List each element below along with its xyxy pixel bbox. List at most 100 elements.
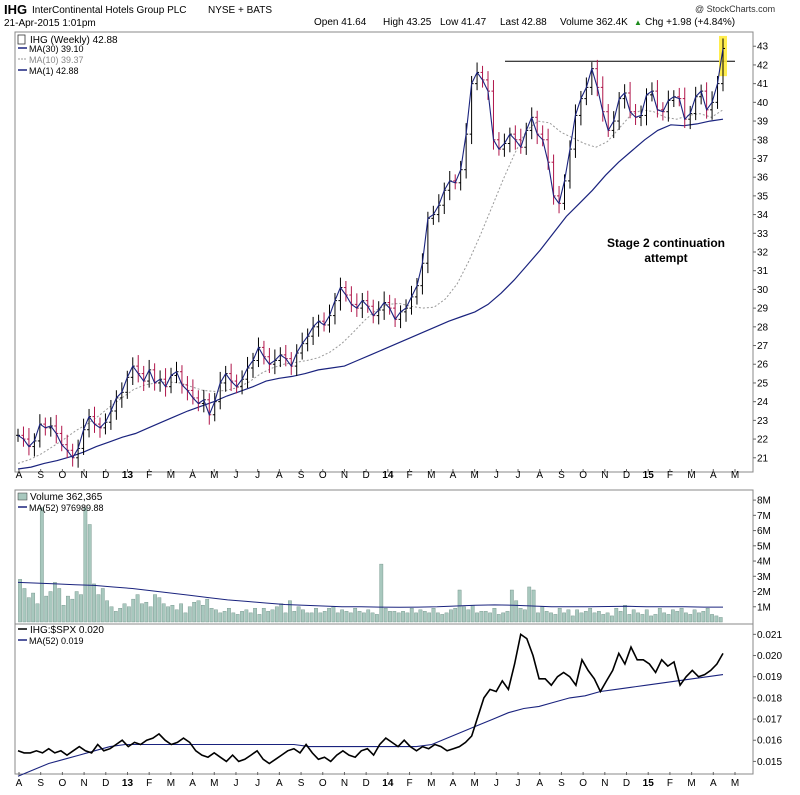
ma30-line (17, 118, 724, 470)
volume-bar (309, 612, 314, 623)
volume-bar (322, 611, 327, 623)
volume-bar (335, 612, 340, 623)
volume-bar (92, 583, 96, 623)
volume-bar (348, 612, 353, 623)
ratio-panel (14, 623, 754, 775)
volume-bar (148, 606, 153, 623)
price-month-label: O (319, 470, 327, 481)
volume-bar (122, 603, 127, 623)
price-month-label: 15 (643, 470, 655, 481)
price-month-label: A (276, 470, 283, 481)
price-tick-label: 31 (757, 266, 769, 277)
volume-bar (431, 608, 436, 623)
ratio-month-label: A (16, 778, 23, 789)
volume-bar (688, 614, 693, 623)
volume-bar (383, 608, 388, 623)
price-month-label: N (601, 470, 608, 481)
price-month-label: F (406, 470, 412, 481)
volume-bar (392, 611, 397, 623)
ratio-month-label: M (427, 778, 435, 789)
volume-bar (301, 609, 305, 623)
volume-bar (449, 609, 453, 623)
ratio-month-label: M (167, 778, 175, 789)
volume-bar (670, 609, 675, 623)
ratio-month-label: N (341, 778, 348, 789)
volume-bar (553, 614, 558, 623)
price-tick-label: 33 (757, 229, 769, 240)
volume-bar (257, 614, 262, 623)
ratio-month-label: O (59, 778, 67, 789)
volume-bar (140, 603, 144, 623)
volume-bar (514, 600, 519, 623)
price-month-label: M (210, 470, 218, 481)
volume-bar (479, 611, 484, 623)
volume-bar (518, 608, 523, 623)
volume-bar (644, 609, 649, 623)
volume-bar (640, 614, 645, 623)
price-tick-label: 43 (757, 42, 769, 53)
ratio-legend: IHG:$SPX 0.020 MA(52) 0.019 (18, 625, 104, 646)
price-month-label: M (470, 470, 478, 481)
volume-bar (231, 612, 236, 623)
volume-bar (684, 612, 688, 623)
volume-bar (292, 611, 297, 623)
legend-price: IHG (Weekly) 42.88 (30, 35, 118, 46)
volume-bar (396, 612, 401, 623)
volume-bar (244, 609, 249, 623)
volume-bar (666, 614, 671, 623)
chart-date: 21-Apr-2015 1:01pm (4, 18, 96, 29)
volume-tick-label: 1M (757, 602, 771, 613)
volume-bar (697, 612, 701, 623)
price-month-label: D (363, 470, 370, 481)
volume-bar (253, 608, 257, 623)
volume-bar (61, 605, 66, 623)
volume-bar (305, 612, 310, 623)
volume-bar (388, 611, 392, 623)
last-value: Last 42.88 (500, 17, 547, 28)
volume-bar (540, 606, 545, 623)
volume-bar (536, 612, 540, 623)
volume-bar (414, 612, 418, 623)
ratio-layer (17, 633, 724, 777)
ratio-month-label: O (579, 778, 587, 789)
price-month-label: F (667, 470, 673, 481)
price-month-label: S (37, 470, 44, 481)
volume-bar (53, 582, 57, 623)
stockcharts-credit: @ StockCharts.com (695, 4, 775, 14)
volume-bar (235, 614, 240, 623)
volume-bar (418, 609, 423, 623)
volume-bar (196, 600, 201, 623)
volume-bar (527, 586, 532, 623)
volume-bar (601, 614, 606, 623)
ratio-month-label: N (601, 778, 608, 789)
ratio-tick-label: 0.016 (757, 736, 782, 747)
volume-bar (83, 507, 88, 623)
volume-bar (605, 612, 610, 623)
volume-bar (266, 611, 271, 623)
price-month-label: F (146, 470, 152, 481)
volume-bar (675, 611, 680, 623)
volume-bar (462, 606, 466, 623)
volume-bar (283, 612, 288, 623)
volume-bar (475, 612, 479, 623)
volume-legend: Volume 362,365 MA(52) 976989.88 (17, 492, 104, 513)
volume-bar (435, 612, 440, 623)
volume-bar (135, 594, 140, 623)
open-value: Open 41.64 (314, 17, 367, 28)
price-tick-label: 42 (757, 60, 769, 71)
price-month-label: A (450, 470, 457, 481)
volume-bar (31, 592, 36, 623)
volume-bar (314, 608, 318, 623)
volume-bar (327, 608, 331, 623)
legend-vol-ma: MA(52) 976989.88 (29, 503, 104, 513)
legend-volume: Volume 362,365 (30, 492, 103, 503)
ratio-month-label: F (146, 778, 152, 789)
volume-bar (623, 605, 627, 623)
volume-bar (179, 603, 183, 623)
ratio-month-label: D (623, 778, 630, 789)
ticker-symbol: IHG (4, 2, 27, 17)
ratio-month-label: N (80, 778, 87, 789)
volume-bar (174, 609, 179, 623)
volume-bar (113, 611, 118, 623)
volume-bar (18, 579, 22, 623)
